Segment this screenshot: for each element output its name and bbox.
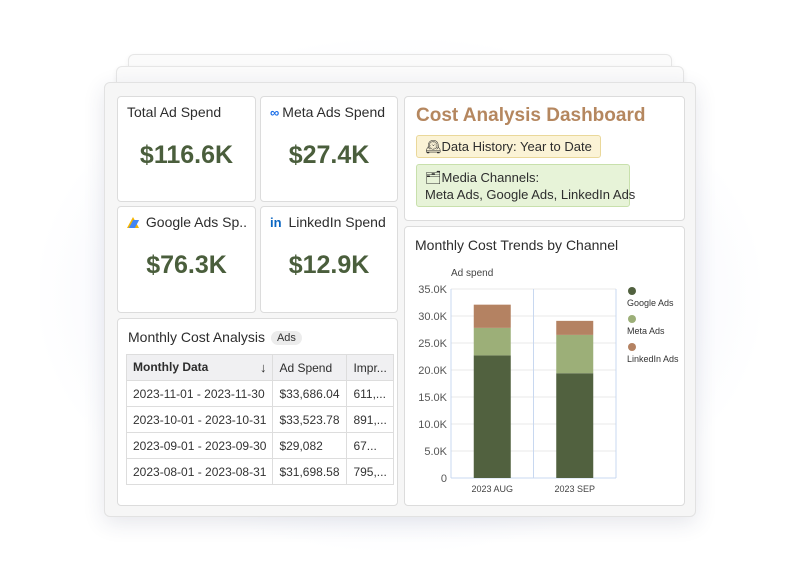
kpi-title-meta: ∞ Meta Ads Spend [270,104,389,120]
kpi-title: Total Ad Spend [127,104,222,120]
kpi-card-google[interactable]: Google Ads Sp... $76.3K [117,206,256,313]
bar-segment [556,320,594,335]
media-channels-label: Media Channels: [441,170,540,185]
kpi-value: $116.6K [139,141,234,169]
bar-segment [473,304,511,328]
table-cell: 2023-09-01 - 2023-09-30 [125,432,274,459]
table-cell: 2023-11-01 - 2023-11-30 [125,380,274,407]
kpi-card-meta[interactable]: ∞ Meta Ads Spend $27.4K [260,96,398,202]
legend-marker [628,315,636,323]
data-history-badge[interactable]: 🕰Data History: Year to Date [416,135,601,158]
bar-segment [473,327,511,356]
legend-marker [628,287,636,295]
table-cell: 891,... [346,406,394,433]
ads-chip[interactable]: Ads [270,331,302,345]
clock-icon: 🕰 [425,139,442,154]
y-tick-label: 25.0K [418,338,447,350]
dashboard-card: Total Ad Spend $116.6K ∞ Meta Ads Spend $… [104,82,696,517]
column-label: Monthly Data [133,360,209,374]
monthly-cost-heading: Monthly Cost Analysis Ads [128,329,302,345]
x-tick-label: 2023 SEP [554,484,595,494]
column-header-impressions[interactable]: Impr... [346,354,394,381]
table-cell: $33,686.04 [272,380,348,407]
monthly-cost-table: Monthly Data ↓ Ad Spend Impr... 2023-11-0… [125,354,394,485]
kpi-card-total[interactable]: Total Ad Spend $116.6K [117,96,256,202]
y-tick-label: 20.0K [418,365,447,377]
kpi-value: $27.4K [288,141,370,169]
trend-chart: Ad spend 0 5.0K 10.0K 15.0K 20.0K 25.0K 30.0K 35… [418,268,679,494]
kpi-title: Google Ads Sp... [145,214,247,230]
y-tick-label: 10.0K [418,419,447,431]
y-tick-label: 30.0K [418,311,447,323]
table-cell: 2023-10-01 - 2023-10-31 [125,406,274,433]
table-row[interactable]: 2023-10-01 - 2023-10-31 $33,523.78 891,... [125,406,394,433]
table-cell: 67... [346,432,394,459]
table-cell: $31,698.58 [272,458,348,485]
bar-segment [556,334,594,374]
panel-title: Monthly Cost Analysis [128,329,265,345]
table-cell: $33,523.78 [272,406,348,433]
legend-label: Meta Ads [627,326,665,336]
y-tick-label: 0 [441,473,447,485]
table-cell: $29,082 [272,432,348,459]
monthly-trends-panel: Monthly Cost Trends by Channel Ad spend 0… [404,226,685,506]
kpi-card-linkedin[interactable]: in LinkedIn Spend $12.9K [260,206,398,313]
google-ads-icon [127,217,139,228]
table-cell: 611,... [346,380,394,407]
linkedin-icon: in [270,215,282,230]
table-cell: 2023-08-01 - 2023-08-31 [125,458,274,485]
table-row[interactable]: 2023-08-01 - 2023-08-31 $31,698.58 795,... [125,458,394,485]
kpi-title: LinkedIn Spend [288,214,386,230]
meta-icon: ∞ [270,105,280,120]
x-tick-label: 2023 AUG [471,484,513,494]
legend-label: Google Ads [627,298,674,308]
kpi-title-linkedin: in LinkedIn Spend [270,214,389,230]
column-header-ad-spend[interactable]: Ad Spend [272,354,348,381]
sort-down-icon[interactable]: ↓ [259,360,267,375]
kpi-value: $12.9K [288,251,370,279]
bar-segment [556,373,594,478]
column-header-monthly-data[interactable]: Monthly Data ↓ [125,354,274,381]
table-row[interactable]: 2023-09-01 - 2023-09-30 $29,082 67... [125,432,394,459]
table-row[interactable]: 2023-11-01 - 2023-11-30 $33,686.04 611,... [125,380,394,407]
bar-segment [473,355,511,478]
dashboard-title: Cost Analysis Dashboard [416,105,646,126]
kpi-value: $76.3K [146,251,227,279]
data-history-label: Data History: Year to Date [441,139,592,154]
table-cell: 795,... [346,458,394,485]
y-tick-label: 5.0K [424,446,447,458]
y-tick-label: 15.0K [418,392,447,404]
media-channels-badge[interactable]: 🗂Media Channels: Meta Ads, Google Ads, L… [416,164,636,207]
folder-icon: 🗂 [425,170,442,185]
y-tick-label: 35.0K [418,284,447,296]
legend-label: LinkedIn Ads [627,354,679,364]
chart-title: Monthly Cost Trends by Channel [415,237,619,253]
media-channels-value: Meta Ads, Google Ads, LinkedIn Ads [425,187,636,202]
kpi-title: Meta Ads Spend [282,104,386,120]
y-axis-label: Ad spend [451,268,493,279]
kpi-title-google: Google Ads Sp... [127,214,247,230]
dashboard-header-panel: Cost Analysis Dashboard 🕰Data History: Y… [404,96,685,221]
legend-marker [628,343,636,351]
